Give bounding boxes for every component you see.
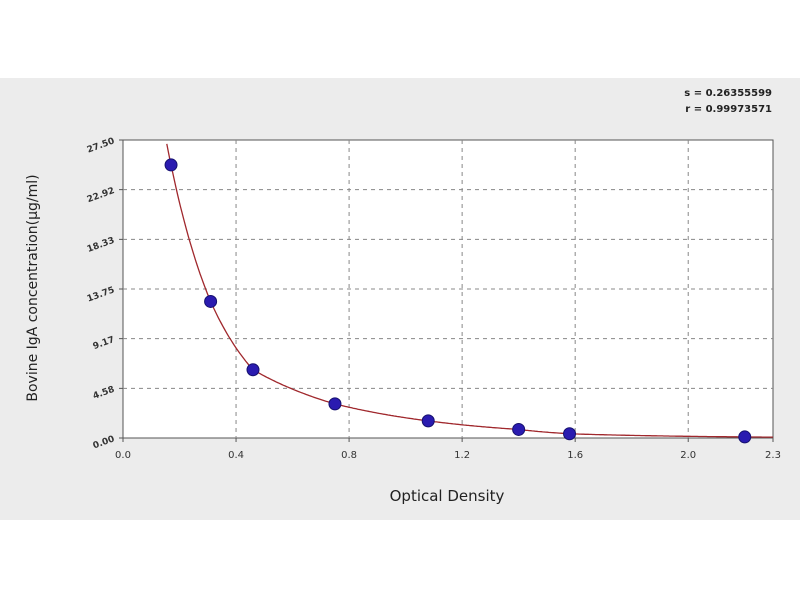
- x-tick-label: 1.2: [454, 450, 470, 461]
- x-tick-label: 2.3: [765, 450, 781, 461]
- fit-parameter-r: r = 0.99973571: [685, 104, 772, 115]
- x-tick-label: 0.4: [228, 450, 244, 461]
- x-tick-label: 2.0: [680, 450, 696, 461]
- data-point: [421, 414, 435, 428]
- y-tick-label: 27.50: [86, 136, 116, 155]
- data-point: [204, 294, 218, 308]
- data-point: [563, 427, 577, 441]
- x-axis-label: Optical Density: [389, 487, 505, 505]
- x-tick-label: 0.8: [341, 450, 357, 461]
- y-tick-label: 9.17: [92, 335, 116, 352]
- y-tick-label: 4.58: [92, 385, 116, 402]
- x-tick-label: 0.0: [115, 450, 131, 461]
- data-point: [164, 158, 178, 172]
- data-point: [246, 363, 260, 377]
- data-points: [164, 158, 752, 444]
- grid-lines: [123, 140, 773, 438]
- data-point: [738, 430, 752, 444]
- plot-area: [122, 139, 774, 439]
- fit-parameter-s: s = 0.26355599: [684, 88, 772, 99]
- y-tick-label: 18.33: [86, 236, 116, 255]
- y-axis-label: Bovine IgA concentration(μg/ml): [25, 174, 41, 402]
- y-tick-label: 0.00: [92, 434, 116, 451]
- y-tick-label: 22.92: [86, 186, 116, 205]
- data-point: [328, 397, 342, 411]
- x-tick-label: 1.6: [567, 450, 583, 461]
- data-point: [512, 422, 526, 436]
- y-tick-label: 13.75: [86, 285, 116, 304]
- fit-curve: [166, 143, 773, 438]
